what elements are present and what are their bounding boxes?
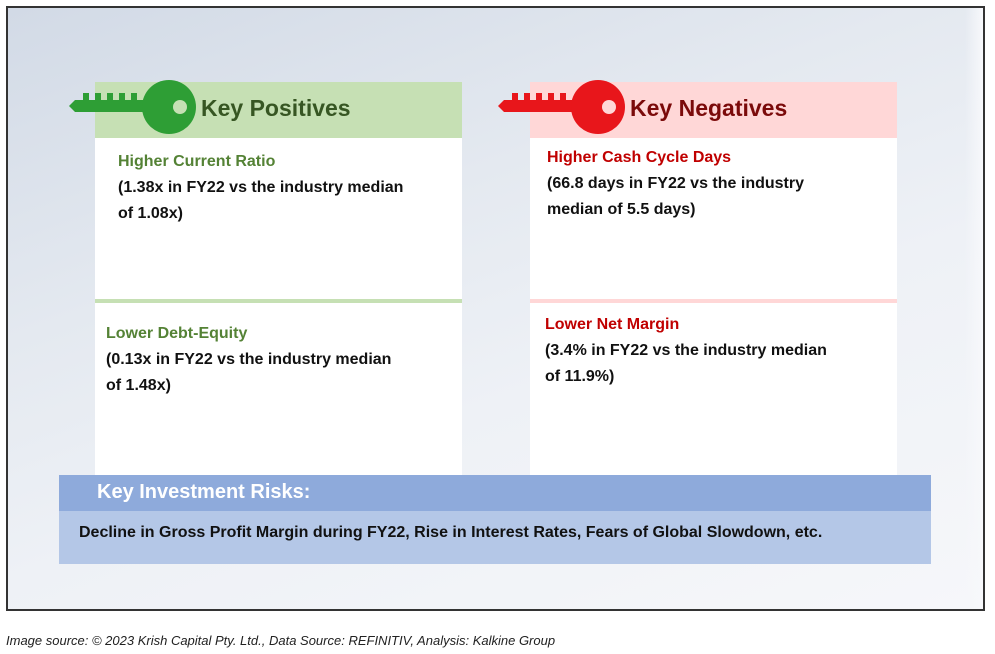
negative-item-desc-line: median of 5.5 days) [547, 201, 696, 218]
risks-text: Decline in Gross Profit Margin during FY… [79, 524, 823, 541]
key-icon-positive [69, 80, 196, 134]
negative-item-desc: (3.4% in FY22 vs the industry median of … [545, 338, 827, 390]
image-source-caption: Image source: © 2023 Krish Capital Pty. … [6, 633, 556, 648]
negatives-panel [530, 82, 897, 476]
infographic-frame: Key Positives Higher Current Ratio (1.38… [6, 6, 985, 611]
negative-item-title: Higher Cash Cycle Days [547, 149, 732, 166]
negative-item-desc-line: (66.8 days in FY22 vs the industry [547, 175, 804, 192]
negative-item-desc-line: of 11.9%) [545, 368, 615, 385]
negative-item-desc: (66.8 days in FY22 vs the industry media… [547, 171, 804, 223]
negative-item-title: Lower Net Margin [545, 316, 680, 333]
positives-panel [95, 82, 462, 476]
positive-item-desc-line: of 1.48x) [106, 377, 171, 394]
positive-item-title: Lower Debt-Equity [106, 325, 248, 342]
negatives-divider [530, 299, 897, 303]
positives-title: Key Positives [201, 95, 351, 121]
key-icon-negative [498, 80, 625, 134]
positive-item-desc-line: of 1.08x) [118, 205, 183, 222]
negative-item-desc-line: (3.4% in FY22 vs the industry median [545, 342, 827, 359]
positive-item-desc-line: (0.13x in FY22 vs the industry median [106, 351, 392, 368]
positives-divider [95, 299, 462, 303]
risks-header: Key Investment Risks: [59, 475, 931, 511]
positive-item-title: Higher Current Ratio [118, 153, 276, 170]
positive-item-desc: (0.13x in FY22 vs the industry median of… [106, 347, 391, 399]
positive-item-desc-line: (1.38x in FY22 vs the industry median [118, 179, 404, 196]
risks-body: Decline in Gross Profit Margin during FY… [59, 511, 931, 564]
negatives-title: Key Negatives [630, 95, 788, 121]
positive-item-desc: (1.38x in FY22 vs the industry median of… [118, 175, 403, 227]
risks-heading: Key Investment Risks: [97, 481, 311, 503]
